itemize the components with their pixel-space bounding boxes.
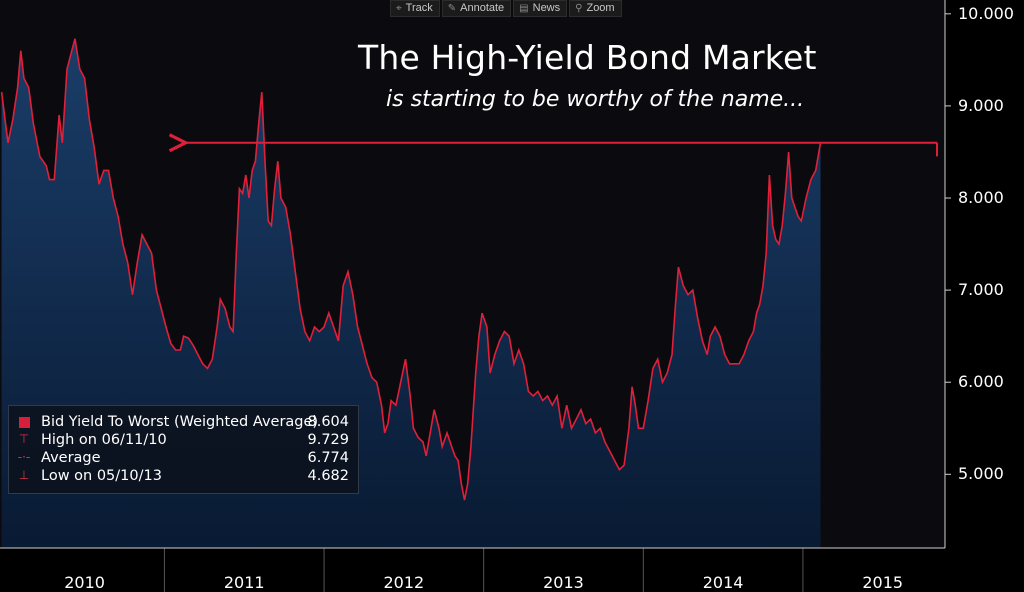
y-tick-label: 5.000 [958,464,1004,484]
legend-panel: Bid Yield To Worst (Weighted Average) 8.… [8,405,359,494]
toolbar-button-label: Track [405,2,433,14]
y-tick-label: 7.000 [958,280,1004,300]
x-tick-label: 2015 [862,573,904,592]
x-tick-label: 2011 [223,573,265,592]
legend-value: 8.604 [307,414,349,430]
average-marker-icon: -·- [17,450,31,464]
chart-subtitle: is starting to be worthy of the name... [386,87,805,112]
y-tick-label: 8.000 [958,188,1004,208]
series-swatch-icon [17,414,31,431]
pencil-icon: ✎ [447,3,457,14]
toolbar-track-button[interactable]: ⌖ Track [390,0,440,17]
toolbar-news-button[interactable]: ▤ News [513,0,568,17]
legend-row-average: -·- Average 6.774 [9,450,358,468]
legend-row-low: ⊥ Low on 05/10/13 4.682 [9,468,358,486]
low-marker-icon: ⊥ [18,468,30,482]
crosshair-icon: ⌖ [396,3,402,14]
yield-line [0,38,822,501]
x-tick-label: 2010 [64,573,105,592]
legend-value: 9.729 [307,432,349,448]
y-tick-label: 9.000 [958,95,1004,115]
x-tick-label: 2014 [702,573,744,592]
legend-label: Low on 05/10/13 [41,468,162,484]
legend-value: 4.682 [307,468,349,484]
toolbar-zoom-button[interactable]: ⚲ Zoom [569,0,622,17]
toolbar-button-label: Zoom [586,2,615,14]
legend-label: High on 06/11/10 [41,432,167,448]
legend-row-high: ⊤ High on 06/11/10 9.729 [9,432,358,450]
legend-value: 6.774 [307,450,349,466]
y-tick-label: 10.000 [958,3,1014,23]
toolbar-button-label: News [532,2,561,14]
toolbar-annotate-button[interactable]: ✎ Annotate [441,0,512,17]
magnifier-icon: ⚲ [575,3,583,14]
legend-label: Bid Yield To Worst (Weighted Average) [41,414,319,430]
news-icon: ▤ [519,3,529,14]
chart-title: The High-Yield Bond Market [358,38,817,77]
chart-toolbar: ⌖ Track ✎ Annotate ▤ News ⚲ Zoom [390,0,622,17]
legend-row-series: Bid Yield To Worst (Weighted Average) 8.… [9,414,358,432]
legend-label: Average [41,450,101,466]
x-tick-label: 2012 [383,573,425,592]
x-tick-label: 2013 [543,573,584,592]
high-marker-icon: ⊤ [18,432,30,446]
toolbar-button-label: Annotate [460,2,505,14]
y-tick-label: 6.000 [958,372,1004,392]
